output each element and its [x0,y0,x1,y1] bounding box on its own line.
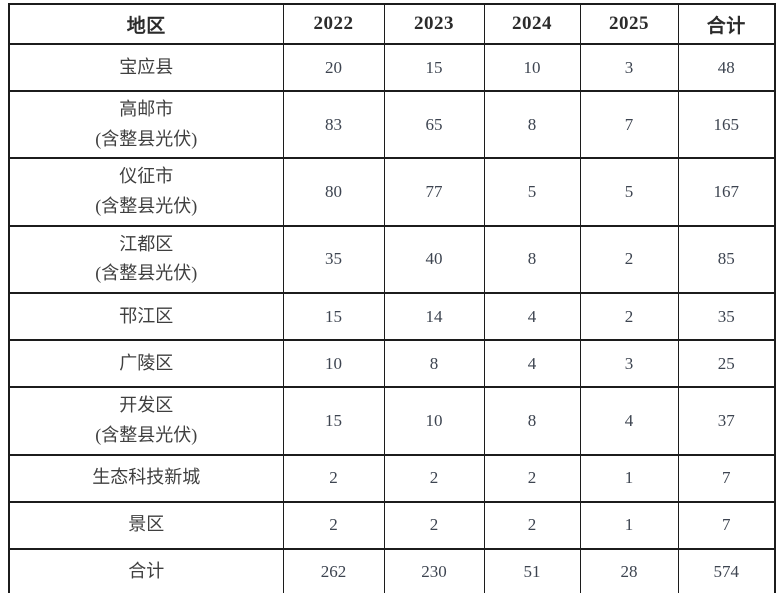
value-cell: 77 [383,157,485,227]
table-row: 邗江区 15 14 4 2 35 [8,292,776,342]
table-row: 高邮市 (含整县光伏) 83 65 8 7 165 [8,89,776,160]
table-row: 仪征市 (含整县光伏) 80 77 5 5 167 [8,157,776,227]
column-header-2023: 2023 [383,3,485,45]
value-cell: 4 [483,292,581,342]
column-header-合计: 合计 [677,3,776,45]
value-cell: 35 [282,224,385,295]
value-cell: 2 [579,292,679,342]
value-cell: 2 [483,453,581,503]
region-cell: 景区 [8,500,284,550]
region-line: (含整县光伏) [95,263,198,284]
value-cell: 85 [677,224,776,295]
region-cell: 宝应县 [8,43,284,92]
region-line: 宝应县 [119,56,174,77]
value-cell: 25 [677,339,776,389]
region-cell: 邗江区 [8,292,284,342]
region-cell: 开发区 (含整县光伏) [8,386,284,456]
table-row: 开发区 (含整县光伏) 15 10 8 4 37 [8,386,776,456]
value-cell: 5 [483,157,581,227]
value-cell: 35 [677,292,776,342]
value-cell: 8 [383,339,485,389]
value-cell: 2 [282,453,385,503]
header-row: 地区 2022 2023 2024 2025 合计 [8,3,776,45]
value-cell: 10 [483,43,581,92]
region-line: 开发区 [119,395,174,416]
value-cell: 4 [579,386,679,456]
value-cell: 2 [579,224,679,295]
value-cell: 8 [483,224,581,295]
column-header-2022: 2022 [282,3,385,45]
column-header-2025: 2025 [579,3,679,45]
region-line: 邗江区 [119,305,174,326]
value-cell: 40 [383,224,485,295]
region-line: 广陵区 [119,352,174,373]
region-cell: 高邮市 (含整县光伏) [8,89,284,160]
value-cell: 15 [383,43,485,92]
value-cell: 15 [282,386,385,456]
table-body: 宝应县 20 15 10 3 48 高邮市 (含整县光伏) 83 65 8 7 165 仪征市 (含整县光伏… [8,43,776,593]
region-line: (含整县光伏) [95,196,198,217]
column-header-region: 地区 [8,3,284,45]
table-row: 广陵区 10 8 4 3 25 [8,339,776,389]
value-cell: 230 [383,547,485,593]
value-cell: 262 [282,547,385,593]
value-cell: 2 [483,500,581,550]
value-cell: 3 [579,43,679,92]
table-row: 江都区 (含整县光伏) 35 40 8 2 85 [8,224,776,295]
region-cell: 仪征市 (含整县光伏) [8,157,284,227]
value-cell: 83 [282,89,385,160]
value-cell: 80 [282,157,385,227]
region-line: 景区 [128,514,165,535]
table-row: 合计 262 230 51 28 574 [8,547,776,593]
value-cell: 51 [483,547,581,593]
region-cell: 生态科技新城 [8,453,284,503]
region-line: 仪征市 [119,166,174,187]
region-cell: 广陵区 [8,339,284,389]
value-cell: 15 [282,292,385,342]
value-cell: 4 [483,339,581,389]
table-row: 宝应县 20 15 10 3 48 [8,43,776,92]
value-cell: 28 [579,547,679,593]
value-cell: 20 [282,43,385,92]
region-line: 生态科技新城 [92,467,201,488]
value-cell: 8 [483,386,581,456]
value-cell: 574 [677,547,776,593]
value-cell: 1 [579,500,679,550]
value-cell: 65 [383,89,485,160]
value-cell: 14 [383,292,485,342]
value-cell: 1 [579,453,679,503]
value-cell: 10 [383,386,485,456]
table-row: 景区 2 2 2 1 7 [8,500,776,550]
value-cell: 3 [579,339,679,389]
value-cell: 5 [579,157,679,227]
value-cell: 165 [677,89,776,160]
value-cell: 7 [677,453,776,503]
region-statistics-table: 地区 2022 2023 2024 2025 合计 宝应县 20 15 10 3 48 高邮市 (含整县… [8,3,776,593]
value-cell: 167 [677,157,776,227]
value-cell: 10 [282,339,385,389]
region-cell: 江都区 (含整县光伏) [8,224,284,295]
value-cell: 48 [677,43,776,92]
region-line: (含整县光伏) [95,424,198,445]
region-cell: 合计 [8,547,284,593]
value-cell: 8 [483,89,581,160]
table-row: 生态科技新城 2 2 2 1 7 [8,453,776,503]
region-line: (含整县光伏) [95,128,198,149]
region-line: 江都区 [119,233,174,254]
value-cell: 2 [282,500,385,550]
value-cell: 7 [579,89,679,160]
value-cell: 2 [383,453,485,503]
column-header-2024: 2024 [483,3,581,45]
region-line: 高邮市 [119,99,174,119]
value-cell: 37 [677,386,776,456]
value-cell: 7 [677,500,776,550]
region-line: 合计 [128,561,165,582]
value-cell: 2 [383,500,485,550]
